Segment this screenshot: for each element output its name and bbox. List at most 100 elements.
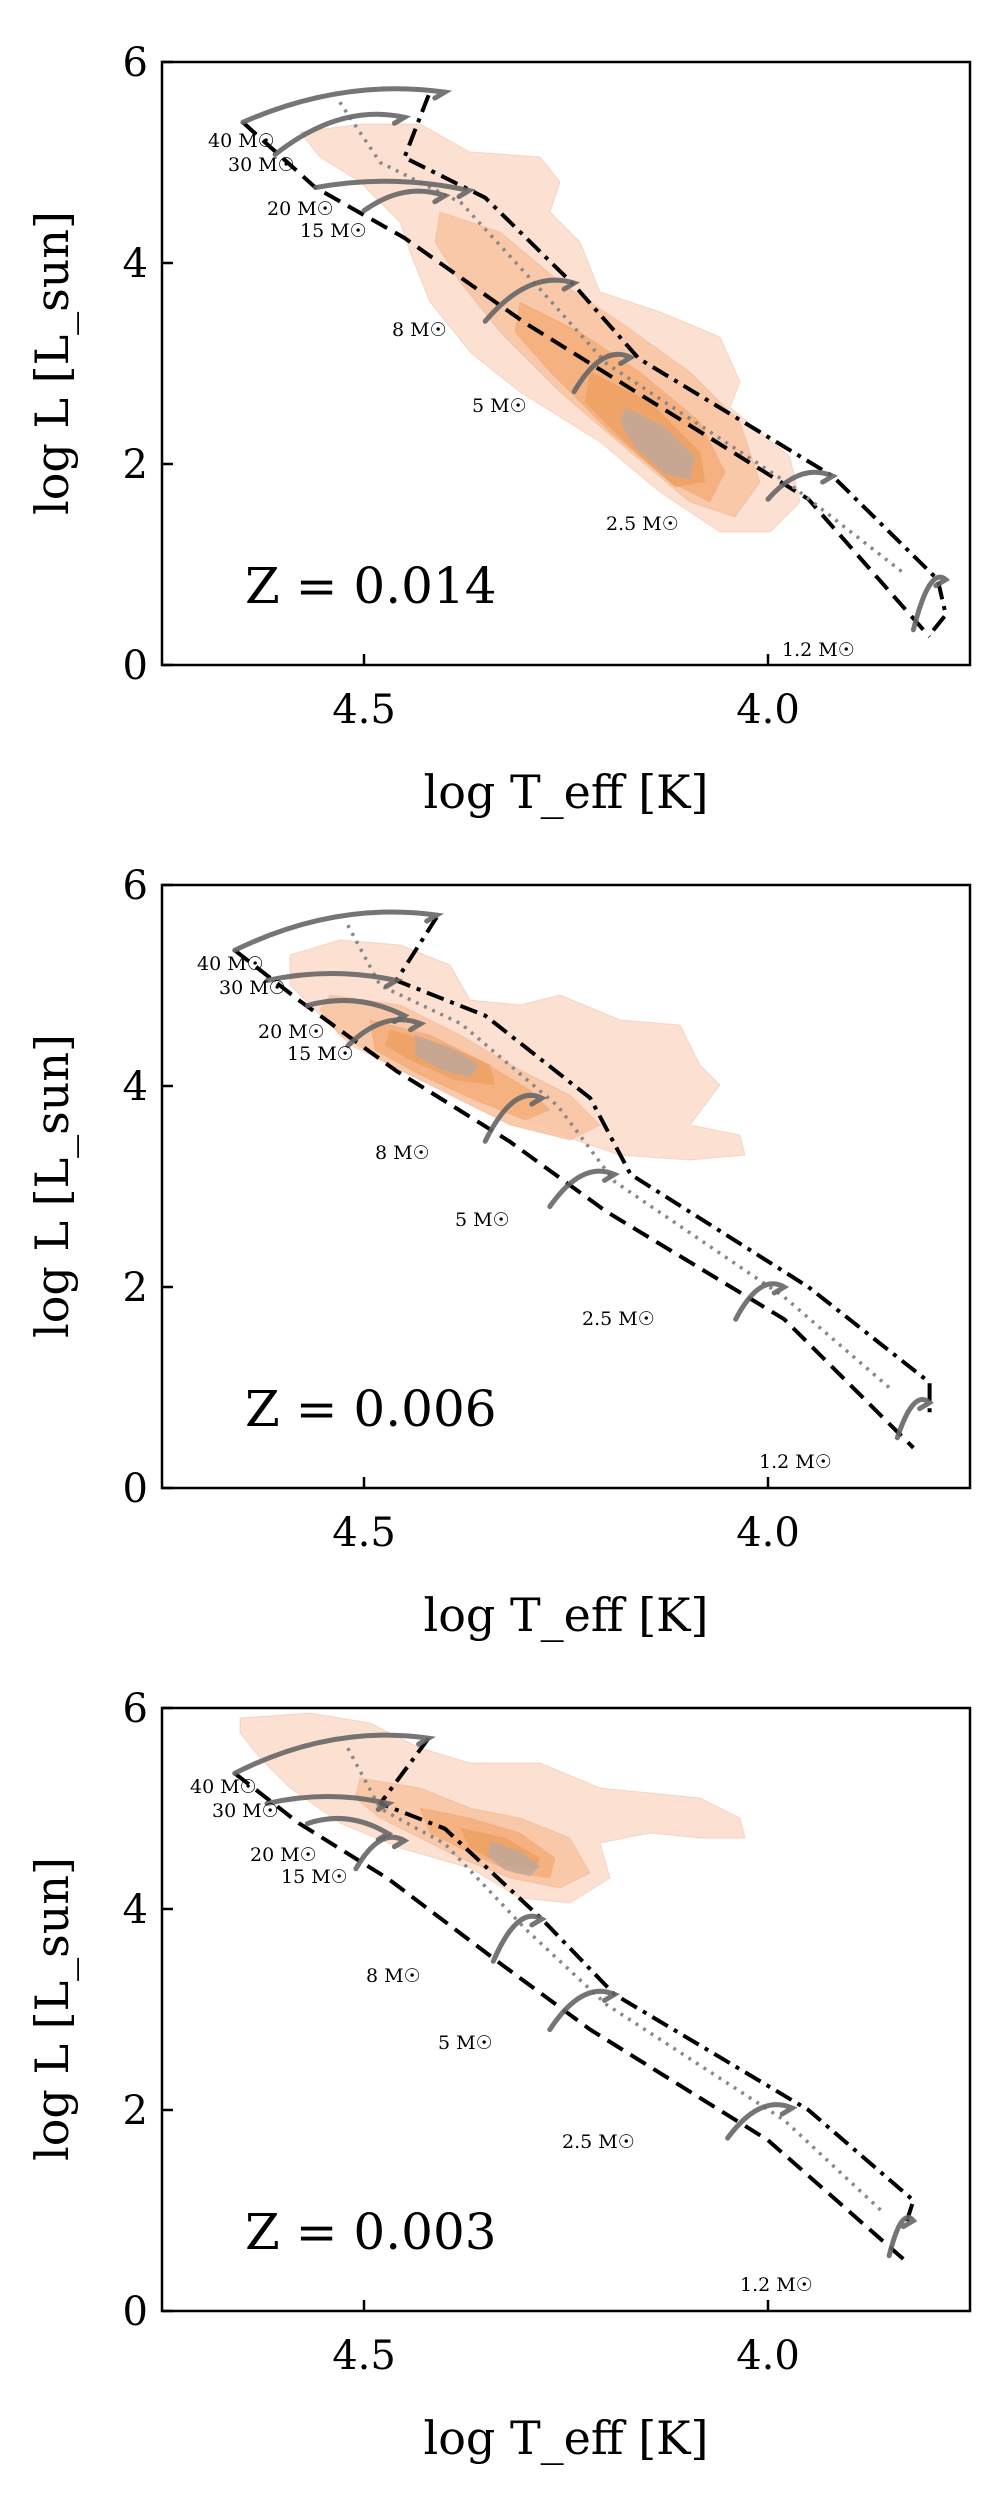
boundary-lines	[233, 916, 932, 1450]
metallicity-label: Z = 0.014	[245, 557, 497, 615]
zams-line	[233, 948, 915, 1450]
panel-bottom: 0 2 4 6 4.5 4.0 40 M☉30 M☉ 20 M☉15 M☉ 8 M☉ 5 M☉ 2…	[25, 1686, 972, 2465]
zams-line	[233, 1771, 907, 2263]
density-contours	[239, 1712, 746, 1904]
mass-label: 8 M☉	[366, 1965, 421, 1987]
y-axis-label: log L [L_sun]	[25, 1857, 79, 2161]
y-tick-label: 4	[123, 1887, 148, 1933]
mass-label: 2.5 M☉	[582, 1308, 655, 1330]
tams-line	[394, 916, 932, 1413]
y-tick-label: 2	[123, 1265, 148, 1311]
y-tick-label: 0	[123, 643, 148, 689]
mass-label: 2.5 M☉	[562, 2131, 635, 2153]
track-15-msun	[361, 188, 451, 214]
track-20-msun	[313, 178, 476, 200]
mass-label: 40 M☉	[197, 953, 264, 975]
metallicity-label: Z = 0.006	[245, 1380, 497, 1438]
track-5-msun	[547, 1988, 620, 2033]
axis-ticks: 0 2 4 6 4.5 4.0	[123, 1686, 800, 2379]
track-8-msun	[482, 277, 581, 324]
x-tick-label: 4.0	[736, 2333, 800, 2379]
axis-ticks: 0 2 4 6 4.5 4.0	[123, 863, 800, 1556]
track-8-msun	[490, 1913, 547, 1964]
tams-line	[378, 1737, 916, 2227]
mass-label: 8 M☉	[375, 1142, 430, 1164]
mass-label: 5 M☉	[472, 395, 527, 417]
track-8-msun	[482, 1092, 548, 1144]
track-40-msun	[232, 909, 445, 953]
mass-labels: 40 M☉30 M☉ 20 M☉15 M☉ 8 M☉ 5 M☉ 2.5 M☉ 1.2 M☉	[190, 1776, 813, 2296]
mass-label: 20 M☉	[258, 1021, 325, 1043]
track-5-msun	[571, 351, 636, 395]
mass-labels: 40 M☉30 M☉ 20 M☉15 M☉ 8 M☉ 5 M☉ 2.5 M☉ 1.2 M☉	[208, 130, 855, 661]
panel-top: 0 2 4 6 4.5 4.0 40 M☉30 M☉ 20 M☉15 M☉ 8 M☉ 5 M☉ 2…	[25, 40, 972, 819]
x-tick-label: 4.0	[736, 1510, 800, 1556]
mass-label: 30 M☉	[212, 1800, 279, 1822]
x-tick-label: 4.5	[332, 2333, 396, 2379]
plot-frame	[160, 60, 972, 667]
density-contour-level-4	[619, 406, 696, 481]
mass-labels: 40 M☉30 M☉ 20 M☉15 M☉ 8 M☉ 5 M☉ 2.5 M☉ 1.2 M☉	[197, 953, 832, 1473]
track-20-msun	[304, 997, 410, 1025]
track-1.2-msun	[910, 574, 951, 633]
mass-label: 1.2 M☉	[759, 1451, 832, 1473]
track-1.2-msun	[894, 1397, 934, 1441]
track-15-msun	[345, 1017, 427, 1049]
density-contour-level-4	[414, 1034, 481, 1078]
track-5-msun	[547, 1168, 620, 1210]
density-contour-level-4	[487, 1840, 541, 1877]
y-tick-label: 6	[123, 40, 148, 86]
track-30-msun	[272, 111, 412, 157]
x-axis-label: log T_eff [K]	[424, 2411, 709, 2465]
mass-label: 15 M☉	[281, 1866, 348, 1888]
x-tick-label: 4.5	[332, 687, 396, 733]
track-20-msun	[304, 1815, 394, 1843]
mass-label: 5 M☉	[438, 2032, 493, 2054]
evolutionary-tracks	[232, 1732, 918, 2259]
y-axis-label: log L [L_sun]	[25, 1034, 79, 1338]
axis-ticks: 0 2 4 6 4.5 4.0	[123, 40, 800, 733]
track-1.2-msun	[886, 2215, 918, 2259]
y-tick-label: 2	[123, 2088, 148, 2134]
track-40-msun	[232, 1732, 436, 1776]
track-30-msun	[264, 971, 404, 989]
mass-label: 40 M☉	[208, 130, 275, 152]
x-tick-label: 4.5	[332, 1510, 396, 1556]
metallicity-label: Z = 0.003	[245, 2203, 497, 2261]
y-tick-label: 0	[123, 1466, 148, 1512]
y-tick-label: 0	[123, 2289, 148, 2335]
mass-label: 15 M☉	[300, 220, 367, 242]
mass-label: 15 M☉	[287, 1043, 354, 1065]
mass-label: 40 M☉	[190, 1776, 257, 1798]
plot-frame	[160, 1706, 972, 2313]
track-2.5-msun	[725, 2102, 798, 2141]
evolutionary-tracks	[240, 86, 951, 633]
mass-label: 20 M☉	[267, 198, 334, 220]
track-30-msun	[264, 1794, 395, 1812]
mass-label: 8 M☉	[392, 319, 447, 341]
mass-label: 1.2 M☉	[782, 639, 855, 661]
evolutionary-tracks	[232, 909, 934, 1441]
track-15-msun	[353, 1834, 410, 1872]
mass-label: 5 M☉	[455, 1209, 510, 1231]
y-axis-label: log L [L_sun]	[25, 211, 79, 515]
x-tick-label: 4.0	[736, 687, 800, 733]
x-axis-label: log T_eff [K]	[424, 765, 709, 819]
mass-label: 20 M☉	[250, 1844, 317, 1866]
y-tick-label: 6	[123, 863, 148, 909]
mass-label: 2.5 M☉	[606, 513, 679, 535]
y-tick-label: 2	[123, 442, 148, 488]
mass-label: 30 M☉	[228, 154, 295, 176]
mass-label: 30 M☉	[219, 977, 286, 999]
boundary-lines	[233, 1737, 916, 2263]
panel-middle: 0 2 4 6 4.5 4.0 40 M☉30 M☉ 20 M☉15 M☉ 8 M☉ 5 M☉ 2…	[25, 863, 972, 1642]
track-40-msun	[240, 86, 453, 125]
y-tick-label: 6	[123, 1686, 148, 1732]
y-tick-label: 4	[123, 241, 148, 287]
x-axis-label: log T_eff [K]	[424, 1588, 709, 1642]
center-line	[338, 101, 907, 576]
mass-label: 1.2 M☉	[740, 2274, 813, 2296]
plot-frame	[160, 883, 972, 1490]
y-tick-label: 4	[123, 1064, 148, 1110]
